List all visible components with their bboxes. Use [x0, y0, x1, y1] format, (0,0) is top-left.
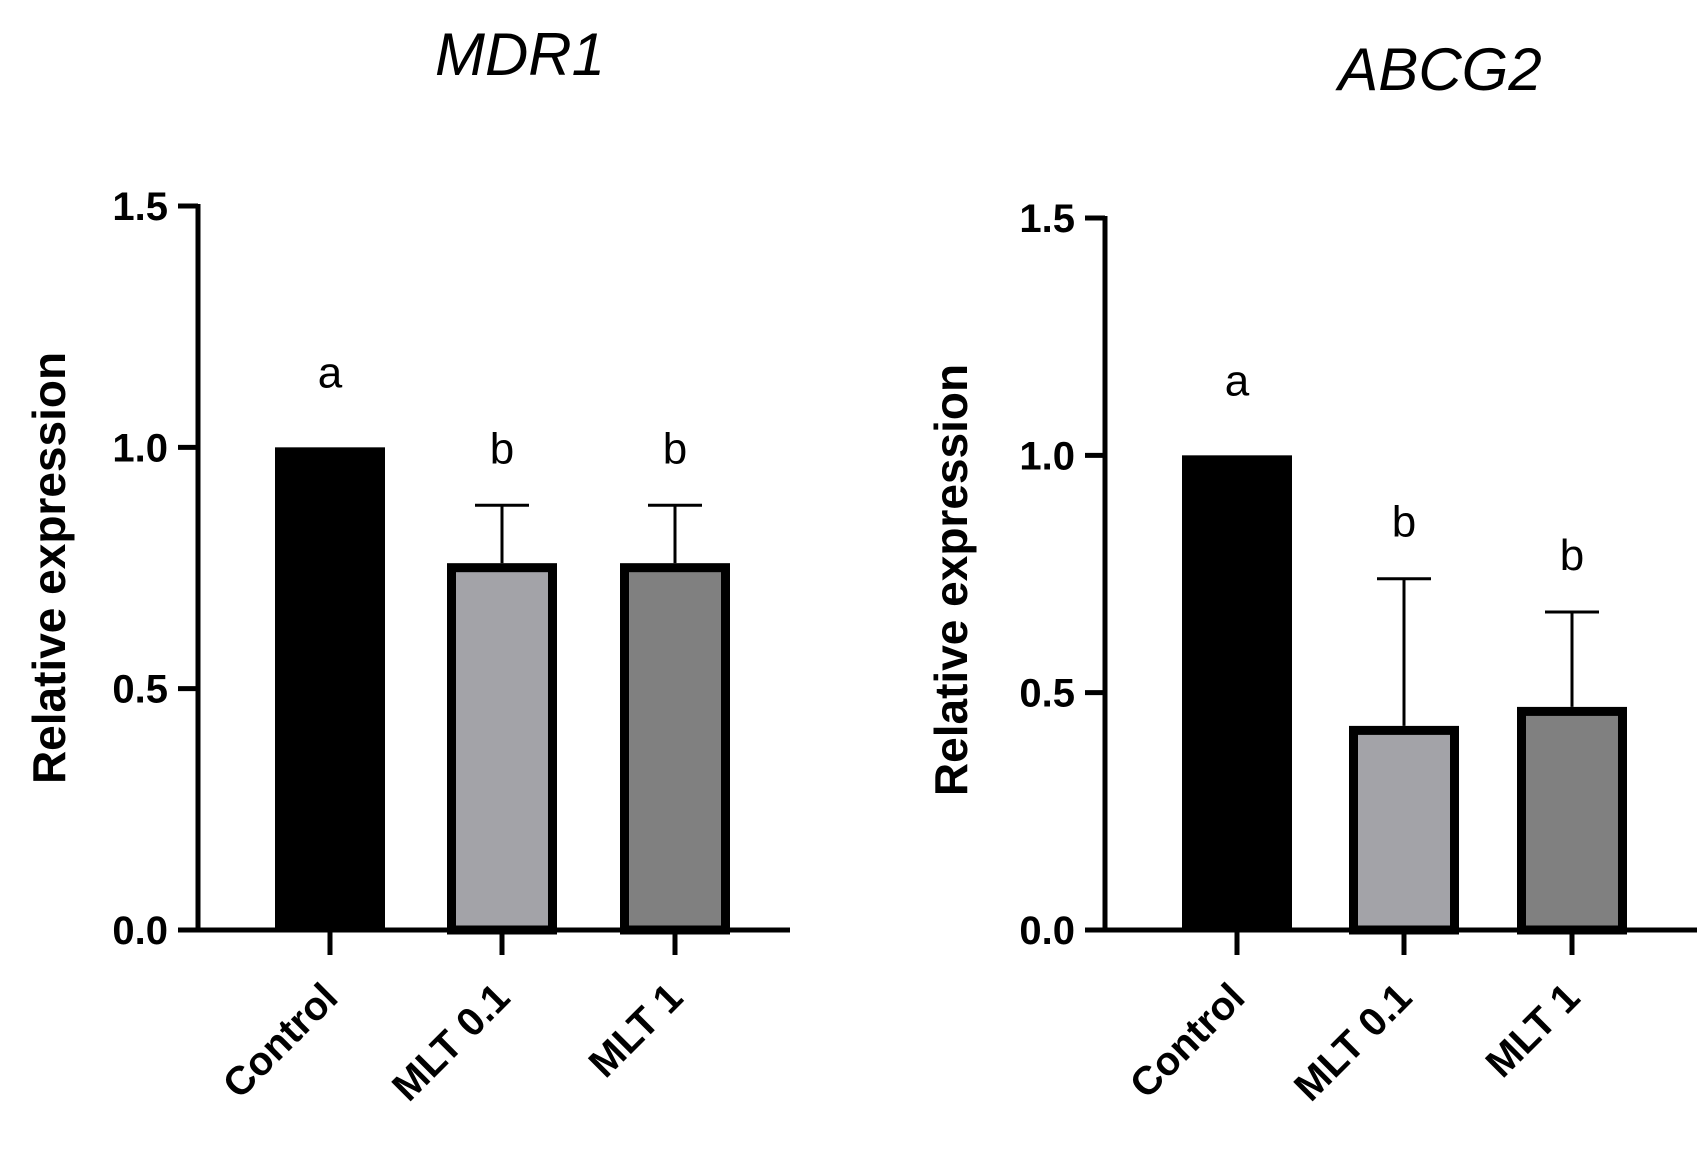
- y-tick-label: 1.0: [1019, 434, 1075, 478]
- x-tick-label: Control: [215, 975, 347, 1107]
- y-tick-label: 1.0: [112, 426, 168, 470]
- y-tick-label: 0.0: [112, 909, 168, 953]
- chart-mdr1: MDR1 Relative expression a b b 0.0 0.5 1.0 1.5 Co…: [23, 21, 790, 1110]
- bar-control: [1182, 455, 1292, 930]
- chart-abcg2: ABCG2 Relative expression a b b 0.0 0.5 1.0 1.5 C…: [925, 36, 1697, 1110]
- y-tick-label: 1.5: [1019, 197, 1075, 241]
- x-tick-label: Control: [1122, 975, 1254, 1107]
- significance-letter: b: [490, 424, 514, 473]
- y-axis-label: Relative expression: [925, 364, 977, 796]
- significance-letter: a: [1225, 356, 1250, 405]
- y-tick-label: 1.5: [112, 185, 168, 229]
- x-tick-label: MLT 0.1: [1286, 975, 1420, 1109]
- y-axis-label: Relative expression: [23, 352, 75, 784]
- chart-title: ABCG2: [1335, 36, 1541, 103]
- bar-mlt-1: [620, 563, 730, 935]
- significance-letter: a: [318, 348, 343, 397]
- y-tick-label: 0.5: [1019, 672, 1075, 716]
- chart-title: MDR1: [435, 21, 605, 88]
- significance-letter: b: [663, 424, 687, 473]
- x-tick-label: MLT 0.1: [384, 975, 518, 1109]
- significance-letter: b: [1560, 531, 1584, 580]
- x-tick-label: MLT 1: [1478, 975, 1589, 1086]
- bar-mlt-0-1: [1349, 725, 1459, 935]
- significance-letter: b: [1392, 498, 1416, 547]
- bar-mlt-0-1: [447, 563, 557, 935]
- y-tick-label: 0.0: [1019, 909, 1075, 953]
- x-tick-label: MLT 1: [581, 975, 692, 1086]
- y-tick-label: 0.5: [112, 668, 168, 712]
- bar-mlt-1: [1517, 706, 1627, 935]
- bar-control: [275, 447, 385, 930]
